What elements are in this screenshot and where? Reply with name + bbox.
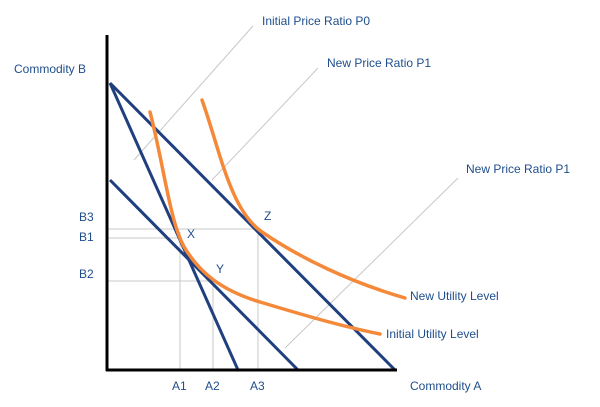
y-tick-label: B3 [79,210,94,224]
x-tick-label: A2 [205,379,220,393]
x-axis-label: Commodity A [410,379,481,393]
price-line-label: New Price Ratio P1 [466,162,570,176]
budget-line [108,81,397,372]
new-utility-curve [200,98,407,300]
curve-label: New Utility Level [410,289,499,303]
point-label: X [187,227,195,241]
pointer-line [211,67,319,181]
budget-line [108,178,300,372]
budget-line [108,82,240,371]
y-tick-label: B1 [79,230,94,244]
y-tick-label: B2 [79,267,94,281]
y-axis-label: Commodity B [14,62,86,76]
pointer-line [284,177,459,349]
x-tick-label: A3 [250,379,265,393]
pointer-line [133,25,254,161]
point-label: Z [264,209,271,223]
curve-label: Initial Utility Level [386,327,479,341]
price-line-label: Initial Price Ratio P0 [262,14,370,28]
price-line-label: New Price Ratio P1 [327,56,431,70]
x-tick-label: A1 [172,379,187,393]
point-label: Y [216,262,224,276]
initial-utility-curve [148,110,382,336]
